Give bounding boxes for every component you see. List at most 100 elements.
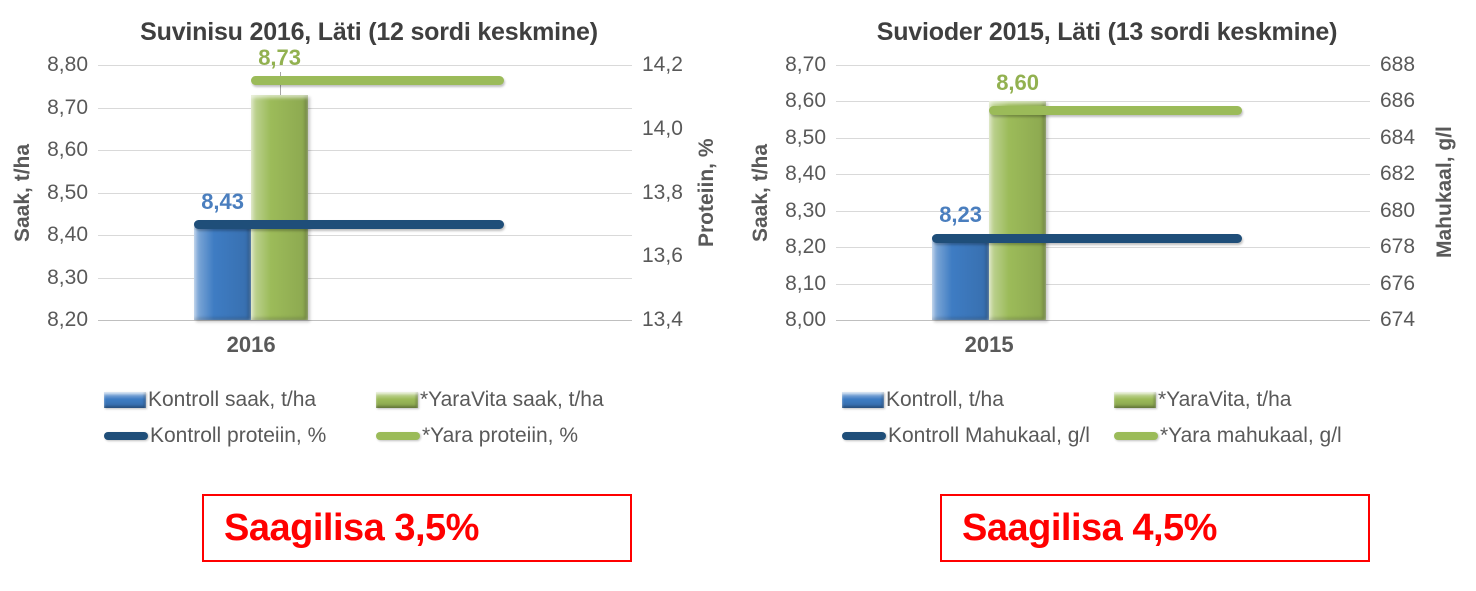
gridline: [98, 65, 632, 66]
y-right-tick-label: 14,0: [642, 116, 683, 140]
y-axis-left-ticks: 8,70 8,60 8,50 8,40 8,30 8,20 8,10 8,00: [776, 53, 836, 331]
legend-item: Kontroll Mahukaal, g/l: [842, 424, 1100, 448]
legend: Kontroll, t/ha *YaraVita, t/ha Kontroll Ma…: [738, 388, 1476, 448]
gridline: [98, 192, 632, 194]
y-axis-right-ticks: 688 686 684 682 680 678 676 674: [1370, 53, 1430, 331]
y-left-tick-label: 8,20: [47, 308, 88, 331]
legend: Kontroll saak, t/ha *YaraVita saak, t/ha K…: [0, 388, 738, 448]
callout-text: Saagilisa 3,5%: [224, 506, 479, 549]
chart-panel-suvinisu: Suvinisu 2016, Läti (12 sordi keskmine) S…: [0, 18, 738, 562]
bar-data-label: 8,73: [258, 45, 302, 71]
bar-data-label: 8,43: [201, 188, 245, 214]
legend-line-swatch: [1114, 432, 1158, 440]
y-left-tick-label: 8,10: [785, 271, 826, 295]
legend-item: Kontroll proteiin, %: [104, 424, 362, 448]
gridline: [836, 247, 1370, 249]
series-line-kontroll: [194, 219, 504, 229]
callout-box: Saagilisa 4,5%: [940, 494, 1370, 562]
chart-title: Suvioder 2015, Läti (13 sordi keskmine): [876, 18, 1338, 46]
gridline: [836, 137, 1370, 139]
y-right-tick-label: 686: [1380, 89, 1416, 113]
legend-label: Kontroll saak, t/ha: [148, 388, 317, 411]
y-left-tick-label: 8,50: [785, 125, 826, 149]
callout-text: Saagilisa 4,5%: [962, 506, 1217, 549]
y-right-tick-label: 678: [1380, 235, 1416, 259]
bar-kontroll: [932, 236, 990, 320]
chart-body: Saak, t/ha 8,80 8,70 8,60 8,50 8,40 8,30 8,20 8,…: [8, 46, 738, 364]
y-left-tick-label: 8,30: [47, 265, 88, 289]
y-right-tick-label: 674: [1380, 308, 1416, 331]
series-line-yara: [989, 106, 1242, 116]
y-axis-left-title: Saak, t/ha: [11, 143, 34, 242]
legend-label: Kontroll Mahukaal, g/l: [888, 424, 1090, 447]
y-left-tick-label: 8,70: [785, 53, 826, 76]
y-right-tick-label: 14,2: [642, 53, 683, 76]
gridline: [836, 283, 1370, 285]
legend-item: *Yara proteiin, %: [376, 424, 634, 448]
y-right-tick-label: 684: [1380, 125, 1416, 149]
callout-box: Saagilisa 3,5%: [202, 494, 632, 562]
y-left-tick-label: 8,70: [47, 95, 88, 119]
category-strip: 2015: [836, 320, 1370, 364]
y-right-tick-label: 688: [1380, 53, 1416, 76]
gridline: [836, 320, 1370, 321]
legend-label: *Yara proteiin, %: [422, 424, 579, 447]
y-right-tick-label: 13,4: [642, 308, 683, 331]
gridline: [836, 210, 1370, 212]
y-axis-right-title: Proteiin, %: [695, 138, 718, 247]
legend-label: *YaraVita, t/ha: [1158, 388, 1292, 411]
legend-line-swatch: [842, 432, 886, 440]
y-right-tick-label: 13,6: [642, 244, 683, 268]
gridline: [836, 65, 1370, 66]
legend-bar-swatch: [376, 392, 418, 408]
gridline: [98, 277, 632, 279]
legend-label: Kontroll proteiin, %: [150, 424, 327, 447]
y-left-tick-label: 8,50: [47, 180, 88, 204]
y-axis-left-title: Saak, t/ha: [749, 143, 772, 242]
category-label: 2016: [226, 332, 276, 357]
category-strip: 2016: [98, 320, 632, 364]
bar-data-label: 8,23: [939, 202, 983, 228]
gridline: [836, 174, 1370, 176]
y-left-tick-label: 8,20: [785, 235, 826, 259]
legend-label: *YaraVita saak, t/ha: [420, 388, 604, 411]
gridline: [836, 101, 1370, 103]
series-line-kontroll: [932, 233, 1242, 243]
legend-item: Kontroll saak, t/ha: [104, 388, 362, 412]
y-axis-right-ticks: 14,2 14,0 13,8 13,6 13,4: [632, 53, 692, 331]
plot-area: 8,43 8,73: [98, 46, 632, 321]
legend-bar-swatch: [842, 392, 884, 408]
y-axis-left-ticks: 8,80 8,70 8,60 8,50 8,40 8,30 8,20: [38, 53, 98, 331]
gridline: [98, 235, 632, 236]
y-left-tick-label: 8,60: [47, 138, 88, 161]
y-right-tick-label: 676: [1380, 271, 1416, 295]
bar-kontroll: [194, 222, 252, 320]
legend-item: Kontroll, t/ha: [842, 388, 1100, 412]
legend-line-swatch: [104, 432, 148, 440]
legend-line-swatch: [376, 432, 420, 440]
y-axis-right-title: Mahukaal, g/l: [1433, 126, 1456, 259]
y-left-tick-label: 8,80: [47, 53, 88, 76]
y-left-tick-label: 8,60: [785, 89, 826, 113]
y-left-tick-label: 8,30: [785, 198, 826, 222]
plot-column: 8,43 8,73 2016: [98, 46, 632, 364]
y-right-tick-label: 13,8: [642, 180, 683, 204]
category-label: 2015: [964, 332, 1014, 357]
series-line-yara: [251, 76, 504, 86]
chart-title: Suvinisu 2016, Läti (12 sordi keskmine): [140, 18, 598, 46]
y-right-tick-label: 682: [1380, 162, 1416, 186]
legend-item: *YaraVita, t/ha: [1114, 388, 1372, 412]
legend-label: *Yara mahukaal, g/l: [1160, 424, 1342, 447]
chart-panel-suvioder: Suvioder 2015, Läti (13 sordi keskmine) S…: [738, 0, 1476, 591]
plot-column: 8,23 8,60 2015: [836, 65, 1370, 364]
bar-yaravita: [251, 94, 309, 320]
legend-label: Kontroll, t/ha: [886, 388, 1004, 411]
legend-item: *Yara mahukaal, g/l: [1114, 424, 1372, 448]
gridline: [98, 320, 632, 321]
bar-yaravita: [989, 101, 1047, 320]
y-left-tick-label: 8,40: [785, 162, 826, 186]
plot-area: 8,23 8,60: [836, 65, 1370, 321]
legend-item: *YaraVita saak, t/ha: [376, 388, 634, 412]
bar-data-label: 8,60: [996, 70, 1040, 96]
